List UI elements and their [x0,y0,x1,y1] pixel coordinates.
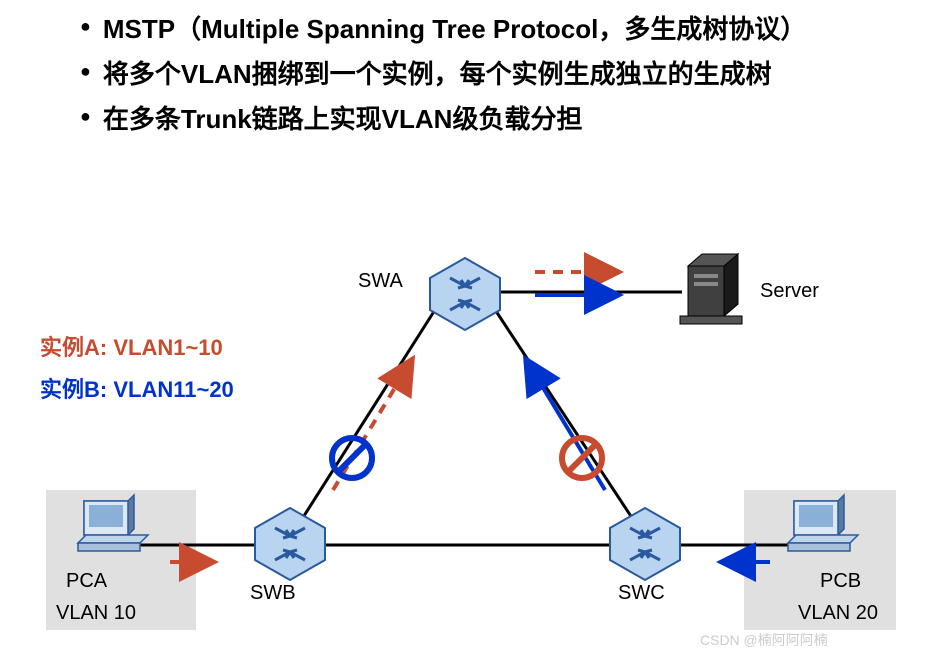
bullet-marker-icon: ● [80,106,91,127]
link-swb-swa [295,302,440,530]
label-pca: PCA [66,570,107,593]
bullet-item: ● 在多条Trunk链路上实现VLAN级负载分担 [80,100,884,139]
bullet-text: 将多个VLAN捆绑到一个实例，每个实例生成独立的生成树 [103,55,772,94]
pc-pcb-icon [788,495,858,551]
block-blue-icon [332,438,372,478]
switch-swa-icon [430,258,500,330]
label-server: Server [760,280,819,303]
switch-swb-icon [255,508,325,580]
bullet-item: ● MSTP（Multiple Spanning Tree Protocol，多… [80,10,884,49]
link-swa-swc [490,302,640,530]
network-diagram: 实例A: VLAN1~10 实例B: VLAN11~20 [0,240,934,653]
bullet-marker-icon: ● [80,61,91,82]
server-icon [680,254,742,324]
bullet-text: 在多条Trunk链路上实现VLAN级负载分担 [103,100,583,139]
label-pcb: PCB [820,570,861,593]
pc-pca-icon [78,495,148,551]
label-swc: SWC [618,582,665,605]
bullet-text: MSTP（Multiple Spanning Tree Protocol，多生成… [103,10,806,49]
watermark-text: CSDN @楠阿阿阿楠 [700,630,828,650]
label-swb: SWB [250,582,296,605]
switch-swc-icon [610,508,680,580]
arrow-red-swb-swa [333,358,413,490]
bullet-item: ● 将多个VLAN捆绑到一个实例，每个实例生成独立的生成树 [80,55,884,94]
label-vlan20: VLAN 20 [798,602,878,625]
label-vlan10: VLAN 10 [56,602,136,625]
label-swa: SWA [358,270,403,293]
bullet-list: ● MSTP（Multiple Spanning Tree Protocol，多… [0,0,934,139]
bullet-marker-icon: ● [80,16,91,37]
